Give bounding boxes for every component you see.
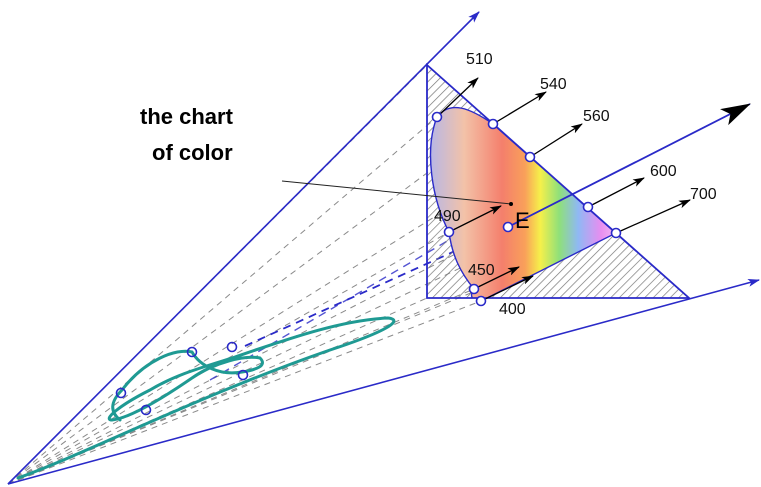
circle-marker-icon [502, 221, 514, 233]
label-700: 700 [690, 186, 717, 203]
circle-marker-icon [186, 346, 198, 358]
circle-marker-icon [524, 151, 536, 163]
label-490: 490 [434, 208, 461, 225]
label-450: 450 [468, 262, 495, 279]
circle-marker-icon [237, 369, 249, 381]
circle-marker-icon [115, 387, 127, 399]
axes [7, 11, 760, 485]
circle-marker-icon [468, 283, 480, 295]
circle-marker-icon [475, 295, 487, 307]
title-leader-line [281, 180, 512, 205]
circle-marker-icon [443, 226, 455, 238]
circle-marker-icon [487, 118, 499, 130]
e-arrow-icon [507, 103, 751, 228]
label-540: 540 [540, 76, 567, 93]
wavelength-arrows [436, 77, 691, 302]
arrow-icon [473, 266, 520, 290]
arrow-icon [615, 199, 691, 234]
label-510: 510 [466, 51, 493, 68]
arrow-icon [436, 77, 479, 118]
circle-marker-icon [610, 227, 622, 239]
label-600: 600 [650, 163, 677, 180]
axis-x [7, 279, 760, 485]
axis-y [7, 11, 480, 485]
arrow-icon [480, 275, 534, 302]
e-label: E [515, 208, 530, 233]
circle-marker-icon [226, 341, 238, 353]
arrow-icon [448, 205, 502, 233]
label-560: 560 [583, 108, 610, 125]
e-point [509, 202, 513, 206]
label-400: 400 [499, 301, 526, 318]
circle-marker-icon [582, 201, 594, 213]
arrow-icon [529, 123, 583, 158]
arrow-icon [492, 91, 547, 125]
title-line-2: of color [152, 140, 233, 165]
curve-markers [115, 341, 249, 416]
circle-marker-icon [140, 404, 152, 416]
spectrum-curve-3d [16, 316, 396, 480]
arrow-icon [587, 177, 645, 208]
title-line-1: the chart [140, 104, 234, 129]
circle-marker-icon [431, 111, 443, 123]
locus-markers [431, 111, 622, 307]
chromaticity-triangle [426, 62, 692, 299]
